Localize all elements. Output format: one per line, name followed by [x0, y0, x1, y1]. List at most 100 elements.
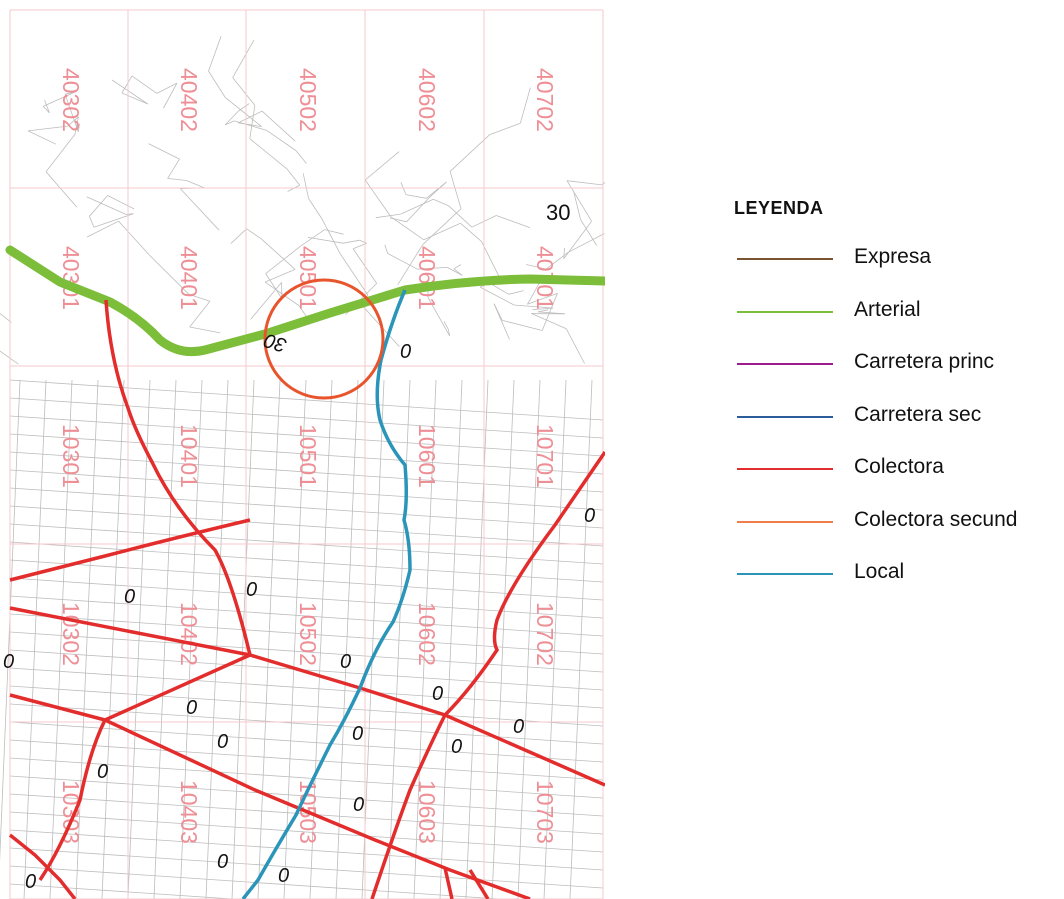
speed-label: 0 — [217, 851, 228, 873]
speed-label: 0 — [124, 586, 135, 608]
street-segment — [121, 75, 133, 94]
street-segment — [465, 379, 489, 899]
street-segment — [188, 293, 211, 302]
street-segment — [208, 70, 226, 98]
grid-cell-label: 10601 — [414, 424, 440, 488]
legend-items: Expresa Arterial Carretera princ Carrete… — [734, 239, 1064, 607]
legend: LEYENDA Expresa Arterial Carretera princ… — [734, 198, 1064, 607]
street-segment — [224, 120, 235, 126]
street-segment — [491, 379, 515, 899]
street-segment — [231, 379, 255, 899]
street-segment — [189, 301, 211, 328]
street-segment — [261, 238, 296, 270]
street-segment — [265, 245, 302, 274]
street-segment — [569, 379, 593, 899]
street-segment — [439, 379, 463, 899]
street-segment — [580, 219, 598, 246]
legend-item-arterial: Arterial — [734, 292, 1064, 345]
street-segment — [89, 216, 95, 228]
speed-label: 0 — [451, 736, 462, 758]
speed-label: 0 — [3, 651, 14, 673]
street-segment — [43, 91, 77, 107]
street-segment — [118, 220, 150, 256]
street-segment — [75, 379, 99, 899]
legend-item-colectora: Colectora — [734, 449, 1064, 502]
street-segment — [208, 35, 222, 72]
street-segment — [65, 91, 76, 95]
street-segment — [9, 451, 604, 493]
legend-label: Expresa — [854, 245, 932, 268]
street-segment — [308, 198, 323, 219]
grid-cell-label: 40301 — [58, 246, 84, 310]
street-segment — [232, 77, 256, 106]
street-segment — [447, 267, 463, 276]
speed-label: 0 — [217, 731, 228, 753]
speed-label: 30 — [546, 200, 570, 225]
speed-label: 0 — [400, 341, 411, 363]
street-segment — [74, 116, 79, 135]
arterial-road — [5, 245, 605, 357]
street-segment — [343, 239, 360, 244]
street-segment — [167, 158, 180, 179]
legend-swatch — [737, 258, 833, 260]
street-segment — [189, 326, 221, 334]
legend-swatch — [737, 520, 833, 523]
grid-cell-label: 10702 — [532, 602, 558, 666]
street-segment — [443, 321, 449, 330]
map-canvas[interactable]: 40302 40402 40502 40602 40702 40301 40401 40501… — [0, 0, 605, 899]
street-segment — [0, 313, 12, 323]
legend-label: Colectora secund — [854, 507, 1018, 531]
street-segment — [430, 181, 447, 197]
street-segment — [519, 87, 531, 124]
map-panel[interactable]: 40302 40402 40502 40602 40702 40301 40401 40501… — [0, 0, 605, 899]
grid-cell-label: 10403 — [176, 780, 202, 844]
street-segment — [387, 253, 418, 270]
street-segment — [49, 379, 73, 899]
street-segment — [568, 233, 605, 253]
street-segment — [9, 613, 604, 655]
street-segment — [9, 865, 506, 899]
street-segment — [9, 667, 604, 709]
street-segment — [449, 171, 462, 209]
street-segment — [302, 173, 309, 199]
street-segment — [9, 829, 604, 871]
street-segment — [532, 307, 554, 310]
street-segment — [427, 297, 451, 337]
legend-label: Colectora — [854, 455, 944, 478]
speed-label: 0 — [584, 505, 595, 527]
street-segment — [232, 39, 255, 78]
grid-cell-label: 40602 — [414, 68, 440, 132]
road-network — [5, 245, 605, 899]
street-segment — [513, 304, 554, 309]
legend-item-colectora-secund: Colectora secund — [734, 502, 1064, 555]
street-segment — [89, 195, 108, 217]
street-segment — [283, 379, 307, 899]
street-segment — [566, 180, 592, 222]
street-segment — [77, 123, 80, 132]
street-segment — [249, 105, 256, 139]
street-segment — [449, 134, 491, 172]
street-segment — [0, 350, 19, 365]
street-segment — [9, 541, 604, 583]
street-segment — [28, 125, 68, 132]
highlight-circle — [263, 278, 385, 400]
legend-label: Carretera princ — [854, 350, 995, 373]
street-segment — [295, 150, 307, 164]
street-segment — [167, 178, 187, 181]
street-segment — [163, 82, 178, 109]
street-segment — [86, 220, 119, 238]
grid-cell-label: 10302 — [58, 602, 84, 666]
street-segment — [413, 379, 437, 899]
speed-label: 0 — [353, 794, 364, 816]
street-segment — [493, 303, 510, 340]
grid-cell-label: 10301 — [58, 424, 84, 488]
grid-cell-label: 10603 — [414, 780, 440, 844]
street-segment — [543, 379, 567, 899]
grid-cell-label: 10602 — [414, 602, 440, 666]
grid-cell-label: 40502 — [295, 68, 321, 132]
street-segment — [127, 379, 151, 899]
street-segment — [460, 222, 482, 242]
street-segment — [246, 228, 262, 240]
grid-cell-label: 40302 — [58, 68, 84, 132]
street-segment — [453, 264, 462, 270]
